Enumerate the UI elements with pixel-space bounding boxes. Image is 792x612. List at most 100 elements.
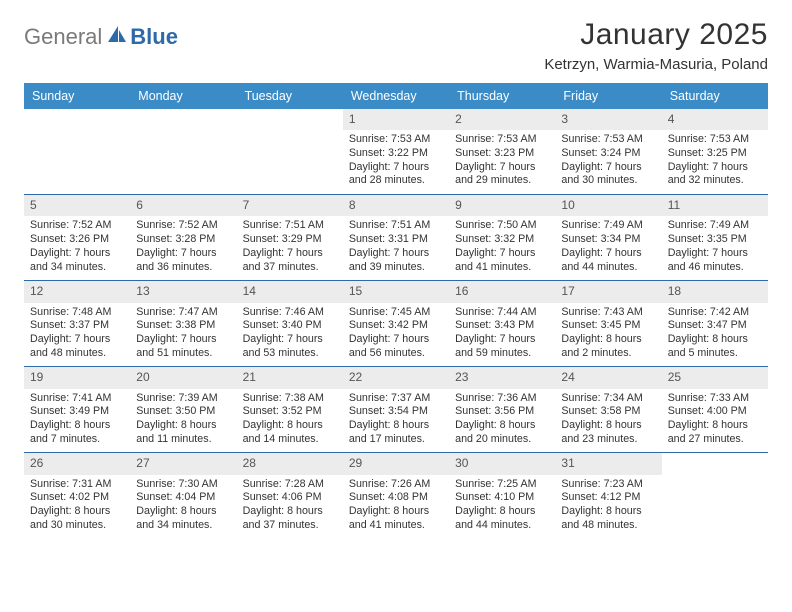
day-cell: . [237,109,343,194]
day-d2: and 46 minutes. [668,261,762,275]
day-cell: 14Sunrise: 7:46 AMSunset: 3:40 PMDayligh… [237,281,343,366]
day-cell: 15Sunrise: 7:45 AMSunset: 3:42 PMDayligh… [343,281,449,366]
weekday-sun: Sunday [24,83,130,109]
day-sr: Sunrise: 7:46 AM [243,306,337,320]
day-details: Sunrise: 7:34 AMSunset: 3:58 PMDaylight:… [555,389,661,453]
day-d2: and 56 minutes. [349,347,443,361]
day-d2: and 17 minutes. [349,433,443,447]
day-cell: 4Sunrise: 7:53 AMSunset: 3:25 PMDaylight… [662,109,768,194]
title-block: January 2025 Ketrzyn, Warmia-Masuria, Po… [544,18,768,73]
day-d2: and 30 minutes. [561,174,655,188]
day-d1: Daylight: 7 hours [668,161,762,175]
week-row: 26Sunrise: 7:31 AMSunset: 4:02 PMDayligh… [24,453,768,538]
day-number: 31 [555,453,661,474]
day-details: Sunrise: 7:52 AMSunset: 3:28 PMDaylight:… [130,216,236,280]
weeks-container: ...1Sunrise: 7:53 AMSunset: 3:22 PMDayli… [24,109,768,539]
day-sr: Sunrise: 7:23 AM [561,478,655,492]
day-d2: and 29 minutes. [455,174,549,188]
day-ss: Sunset: 4:10 PM [455,491,549,505]
day-number: 27 [130,453,236,474]
day-sr: Sunrise: 7:53 AM [349,133,443,147]
day-d2: and 41 minutes. [455,261,549,275]
day-d2: and 48 minutes. [30,347,124,361]
day-cell: . [130,109,236,194]
day-d2: and 32 minutes. [668,174,762,188]
day-ss: Sunset: 3:29 PM [243,233,337,247]
day-sr: Sunrise: 7:50 AM [455,219,549,233]
week-row: 12Sunrise: 7:48 AMSunset: 3:37 PMDayligh… [24,281,768,367]
day-number: 4 [662,109,768,130]
day-sr: Sunrise: 7:38 AM [243,392,337,406]
day-cell: 26Sunrise: 7:31 AMSunset: 4:02 PMDayligh… [24,453,130,538]
day-d2: and 53 minutes. [243,347,337,361]
day-d2: and 7 minutes. [30,433,124,447]
day-number: 29 [343,453,449,474]
logo-word1: General [24,24,102,50]
day-d2: and 27 minutes. [668,433,762,447]
day-cell: 3Sunrise: 7:53 AMSunset: 3:24 PMDaylight… [555,109,661,194]
day-details: Sunrise: 7:53 AMSunset: 3:22 PMDaylight:… [343,130,449,194]
day-cell: 28Sunrise: 7:28 AMSunset: 4:06 PMDayligh… [237,453,343,538]
day-sr: Sunrise: 7:49 AM [668,219,762,233]
day-number: 30 [449,453,555,474]
day-details: Sunrise: 7:53 AMSunset: 3:24 PMDaylight:… [555,130,661,194]
day-number: 7 [237,195,343,216]
day-number: 14 [237,281,343,302]
day-d1: Daylight: 7 hours [30,247,124,261]
day-sr: Sunrise: 7:39 AM [136,392,230,406]
day-details: Sunrise: 7:52 AMSunset: 3:26 PMDaylight:… [24,216,130,280]
day-d1: Daylight: 8 hours [455,505,549,519]
day-cell: . [24,109,130,194]
day-details: Sunrise: 7:43 AMSunset: 3:45 PMDaylight:… [555,303,661,367]
day-cell: 20Sunrise: 7:39 AMSunset: 3:50 PMDayligh… [130,367,236,452]
day-details: Sunrise: 7:41 AMSunset: 3:49 PMDaylight:… [24,389,130,453]
day-d2: and 48 minutes. [561,519,655,533]
day-ss: Sunset: 3:47 PM [668,319,762,333]
day-cell: 21Sunrise: 7:38 AMSunset: 3:52 PMDayligh… [237,367,343,452]
day-d1: Daylight: 8 hours [349,419,443,433]
day-ss: Sunset: 3:24 PM [561,147,655,161]
day-d1: Daylight: 7 hours [455,333,549,347]
day-ss: Sunset: 3:43 PM [455,319,549,333]
day-d2: and 44 minutes. [561,261,655,275]
day-d1: Daylight: 8 hours [668,419,762,433]
day-ss: Sunset: 3:32 PM [455,233,549,247]
day-ss: Sunset: 4:06 PM [243,491,337,505]
day-d1: Daylight: 7 hours [243,247,337,261]
day-d2: and 28 minutes. [349,174,443,188]
weekday-wed: Wednesday [343,83,449,109]
day-d1: Daylight: 8 hours [561,419,655,433]
weekday-tue: Tuesday [237,83,343,109]
day-number: 5 [24,195,130,216]
day-d1: Daylight: 7 hours [349,247,443,261]
day-ss: Sunset: 3:42 PM [349,319,443,333]
day-sr: Sunrise: 7:47 AM [136,306,230,320]
day-sr: Sunrise: 7:51 AM [349,219,443,233]
day-ss: Sunset: 3:52 PM [243,405,337,419]
calendar: Sunday Monday Tuesday Wednesday Thursday… [24,83,768,539]
day-cell: 5Sunrise: 7:52 AMSunset: 3:26 PMDaylight… [24,195,130,280]
day-cell: 10Sunrise: 7:49 AMSunset: 3:34 PMDayligh… [555,195,661,280]
weekday-thu: Thursday [449,83,555,109]
day-cell: . [662,453,768,538]
day-number: 2 [449,109,555,130]
day-sr: Sunrise: 7:52 AM [136,219,230,233]
day-details: Sunrise: 7:28 AMSunset: 4:06 PMDaylight:… [237,475,343,539]
week-row: 5Sunrise: 7:52 AMSunset: 3:26 PMDaylight… [24,195,768,281]
day-ss: Sunset: 3:58 PM [561,405,655,419]
day-number: 22 [343,367,449,388]
day-cell: 24Sunrise: 7:34 AMSunset: 3:58 PMDayligh… [555,367,661,452]
day-details: Sunrise: 7:48 AMSunset: 3:37 PMDaylight:… [24,303,130,367]
day-d2: and 30 minutes. [30,519,124,533]
day-details: Sunrise: 7:42 AMSunset: 3:47 PMDaylight:… [662,303,768,367]
day-d1: Daylight: 7 hours [561,161,655,175]
day-sr: Sunrise: 7:53 AM [455,133,549,147]
day-cell: 12Sunrise: 7:48 AMSunset: 3:37 PMDayligh… [24,281,130,366]
day-sr: Sunrise: 7:41 AM [30,392,124,406]
day-number: 10 [555,195,661,216]
logo-word2: Blue [130,24,178,50]
day-cell: 2Sunrise: 7:53 AMSunset: 3:23 PMDaylight… [449,109,555,194]
weekday-fri: Friday [555,83,661,109]
day-sr: Sunrise: 7:49 AM [561,219,655,233]
day-cell: 29Sunrise: 7:26 AMSunset: 4:08 PMDayligh… [343,453,449,538]
